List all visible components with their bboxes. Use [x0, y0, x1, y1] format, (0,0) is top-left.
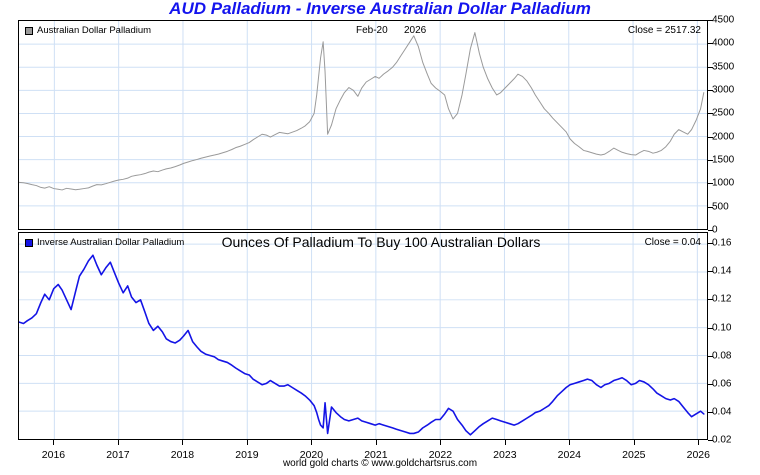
top-close-value: Close = 2517.32 [627, 25, 701, 36]
x-axis-tick-mark [698, 440, 700, 445]
y-axis-tick-label: 0 [712, 224, 718, 236]
y-axis-tick-mark [708, 136, 713, 138]
x-axis-tick-label: 2026 [686, 449, 710, 461]
footer-attribution: world gold charts © www.goldchartsrus.co… [282, 458, 478, 469]
x-axis-tick-label: 2021 [364, 449, 388, 461]
bottom-chart-legend: Inverse Australian Dollar Palladium [25, 237, 184, 248]
y-axis-tick-mark [708, 230, 713, 231]
y-axis-tick-label: 2000 [712, 131, 735, 143]
x-axis-tick-mark [569, 440, 571, 445]
y-axis-tick-label: 0.10 [712, 322, 732, 334]
y-axis-tick-mark [708, 113, 713, 115]
y-axis-tick-label: 500 [712, 201, 729, 213]
y-axis-tick-label: 0.02 [712, 434, 732, 446]
legend-swatch-icon [25, 26, 33, 35]
x-axis-tick-mark [504, 440, 506, 445]
x-axis-tick-mark [633, 440, 635, 445]
x-axis-tick-label: 2025 [622, 449, 646, 461]
y-axis-tick-mark [708, 299, 713, 301]
y-axis-tick-mark [708, 440, 713, 441]
x-axis-tick-label: 2020 [299, 449, 324, 461]
x-axis-tick-label: 2018 [170, 449, 195, 461]
y-axis-tick-label: 0.08 [712, 350, 732, 362]
x-axis-tick-label: 2016 [41, 449, 66, 461]
y-axis-tick-label: 1500 [712, 154, 735, 166]
y-axis-tick-mark [708, 183, 713, 185]
x-axis-tick-mark [440, 440, 442, 445]
date-year-label: 2026 [404, 25, 427, 36]
y-axis-tick-mark [708, 66, 713, 68]
legend-swatch-icon [25, 238, 33, 247]
x-axis-tick-label: 2019 [235, 449, 259, 461]
y-axis-tick-mark [708, 160, 713, 161]
y-axis-tick-label: 4500 [712, 14, 735, 26]
bottom-close-value: Close = 0.04 [644, 237, 701, 248]
x-axis-tick-label: 2023 [493, 449, 517, 461]
date-month-label: Feb-20 [356, 25, 388, 36]
y-axis-tick-label: 3500 [712, 61, 735, 73]
y-axis-tick-label: 0.14 [712, 265, 732, 277]
y-axis-tick-mark [708, 206, 713, 208]
y-axis-tick-mark [708, 20, 713, 21]
x-axis-tick-label: 2022 [428, 449, 453, 461]
x-axis-tick-mark [311, 440, 313, 445]
bottom-chart-panel: Inverse Australian Dollar Palladium Ounc… [18, 232, 708, 440]
page-title: AUD Palladium - Inverse Australian Dolla… [169, 0, 591, 18]
legend-label: Inverse Australian Dollar Palladium [37, 237, 185, 248]
y-axis-tick-mark [708, 271, 713, 273]
y-axis-tick-mark [708, 243, 713, 245]
y-axis-tick-label: 3000 [712, 84, 735, 96]
y-axis-tick-mark [708, 411, 713, 413]
x-axis-tick-label: 2024 [557, 449, 582, 461]
x-axis-tick-mark [53, 440, 55, 445]
top-chart-legend: Australian Dollar Palladium [25, 25, 151, 36]
inverse-aud-palladium-plot [19, 233, 707, 439]
y-axis-tick-label: 0.04 [712, 406, 732, 418]
x-axis-tick-mark [117, 440, 119, 445]
y-axis-tick-label: 0.12 [712, 293, 732, 305]
x-axis-tick-mark [246, 440, 248, 445]
y-axis-tick-label: 0.16 [712, 237, 732, 249]
legend-label: Australian Dollar Palladium [37, 25, 152, 36]
x-axis-tick-label: 2017 [106, 449, 130, 461]
y-axis-tick-label: 1000 [712, 177, 735, 189]
aud-palladium-plot [19, 21, 707, 229]
y-axis-tick-mark [708, 327, 713, 329]
y-axis-tick-mark [708, 355, 713, 357]
y-axis-tick-label: 4000 [712, 37, 735, 49]
y-axis-tick-label: 0.06 [712, 378, 732, 390]
y-axis-tick-mark [708, 90, 713, 91]
x-axis-tick-mark [182, 440, 184, 445]
y-axis-tick-mark [708, 43, 713, 45]
top-chart-panel: Australian Dollar Palladium Feb-20 2026 … [18, 20, 708, 230]
y-axis-tick-label: 2500 [712, 107, 735, 119]
x-axis-tick-mark [375, 440, 377, 445]
y-axis-tick-mark [708, 383, 713, 385]
